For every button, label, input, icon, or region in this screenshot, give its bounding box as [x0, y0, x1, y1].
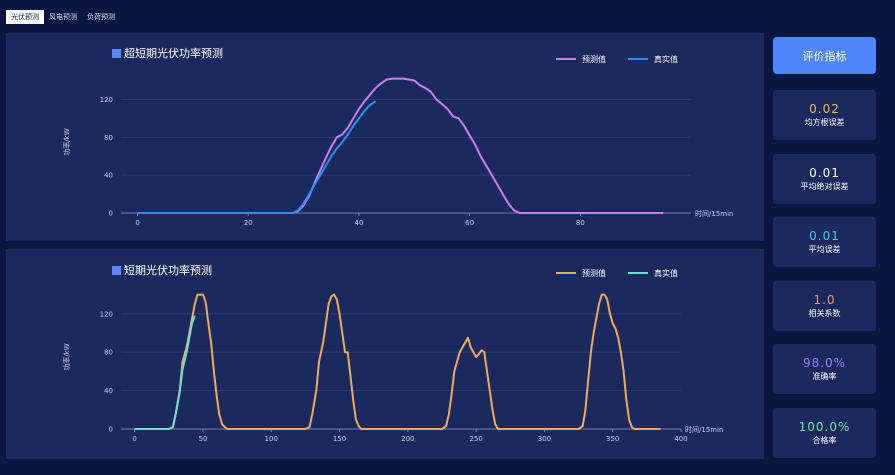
x-tick-label: 200 — [401, 435, 414, 443]
y-tick-label: 0 — [109, 426, 113, 434]
tab-pv-forecast[interactable]: 光伏预测 — [6, 10, 44, 24]
chart-title-text: 超短期光伏功率预测 — [124, 47, 223, 60]
metric-card-correlation: 1.0 相关系数 — [773, 281, 876, 331]
x-axis-label: 时间/15min — [695, 209, 733, 218]
metric-label: 平均绝对误差 — [800, 182, 849, 191]
chart-title-text: 短期光伏功率预测 — [124, 264, 212, 277]
metric-card-pass-rate: 100.0% 合格率 — [773, 408, 876, 458]
metric-card-accuracy: 98.0% 准确率 — [773, 344, 876, 394]
legend-label: 真实值 — [654, 268, 678, 278]
x-tick-label: 60 — [465, 219, 474, 227]
ultra-short-term-chart-panel: 超短期光伏功率预测 0 40 80 120 0 20 40 60 80 时间/15min 功率/kW… — [6, 33, 764, 241]
x-tick-label: 350 — [606, 435, 619, 443]
metric-label: 准确率 — [812, 372, 837, 381]
series-line-真实值 — [137, 100, 377, 214]
metric-value: 98.0% — [802, 356, 847, 370]
x-tick-label: 400 — [674, 435, 687, 443]
short-term-chart-panel: 短期光伏功率预测 0 40 80 120 0 50 100 150 200 250 300 350 40… — [6, 249, 764, 459]
title-marker-icon — [112, 48, 121, 58]
series-line-预测值 — [134, 293, 661, 430]
metric-value: 0.01 — [809, 166, 840, 180]
x-tick-label: 0 — [135, 219, 139, 227]
ultra-short-term-chart: 0 40 80 120 0 20 40 60 80 时间/15min 功率/kW 预测值 真实值 — [62, 54, 733, 227]
short-term-chart: 0 40 80 120 0 50 100 150 200 250 300 350 400时间/15min… — [62, 268, 723, 443]
evaluation-metrics-button[interactable]: 评价指标 — [773, 37, 876, 74]
legend-label: 真实值 — [654, 54, 678, 64]
metric-card-rmse: 0.02 均方根误差 — [773, 90, 876, 140]
metric-value: 100.0% — [798, 420, 851, 434]
metric-card-mae: 0.01 平均绝对误差 — [773, 154, 876, 204]
y-tick-label: 40 — [104, 387, 113, 395]
x-tick-label: 100 — [265, 435, 278, 443]
y-axis-label: 功率/kW — [62, 128, 71, 155]
y-tick-label: 40 — [104, 172, 113, 180]
x-tick-label: 80 — [576, 219, 585, 227]
metric-card-mean-error: 0.01 平均误差 — [773, 217, 876, 267]
x-tick-label: 150 — [333, 435, 346, 443]
metric-value: 0.01 — [809, 229, 840, 243]
legend-label: 预测值 — [582, 54, 606, 64]
y-tick-label: 120 — [100, 96, 113, 104]
forecast-tabs: 光伏预测 风电预测 负荷预测 — [6, 10, 120, 24]
chart-title: 超短期光伏功率预测 — [112, 45, 223, 61]
metric-label: 平均误差 — [808, 245, 841, 254]
y-axis-label: 功率/kW — [62, 343, 71, 370]
tab-wind-forecast[interactable]: 风电预测 — [49, 13, 77, 21]
x-tick-label: 50 — [198, 435, 207, 443]
x-tick-label: 40 — [355, 219, 364, 227]
metric-label: 均方根误差 — [804, 118, 845, 127]
x-tick-label: 20 — [244, 219, 253, 227]
metric-label: 合格率 — [812, 436, 837, 445]
x-tick-label: 250 — [469, 435, 482, 443]
chart-title: 短期光伏功率预测 — [112, 262, 212, 278]
metric-value: 0.02 — [809, 102, 840, 116]
series-line-真实值 — [134, 315, 196, 430]
metric-label: 相关系数 — [808, 309, 841, 318]
title-marker-icon — [112, 265, 121, 275]
series-line-预测值 — [137, 77, 664, 214]
tab-load-forecast[interactable]: 负荷预测 — [87, 13, 115, 21]
y-tick-label: 120 — [100, 310, 113, 318]
x-axis-label: 时间/15min — [685, 425, 723, 434]
y-tick-label: 80 — [104, 349, 113, 357]
metric-value: 1.0 — [813, 293, 836, 307]
y-tick-label: 0 — [109, 210, 113, 218]
y-tick-label: 80 — [104, 134, 113, 142]
x-tick-label: 0 — [132, 435, 136, 443]
legend-label: 预测值 — [582, 268, 606, 278]
x-tick-label: 300 — [538, 435, 551, 443]
